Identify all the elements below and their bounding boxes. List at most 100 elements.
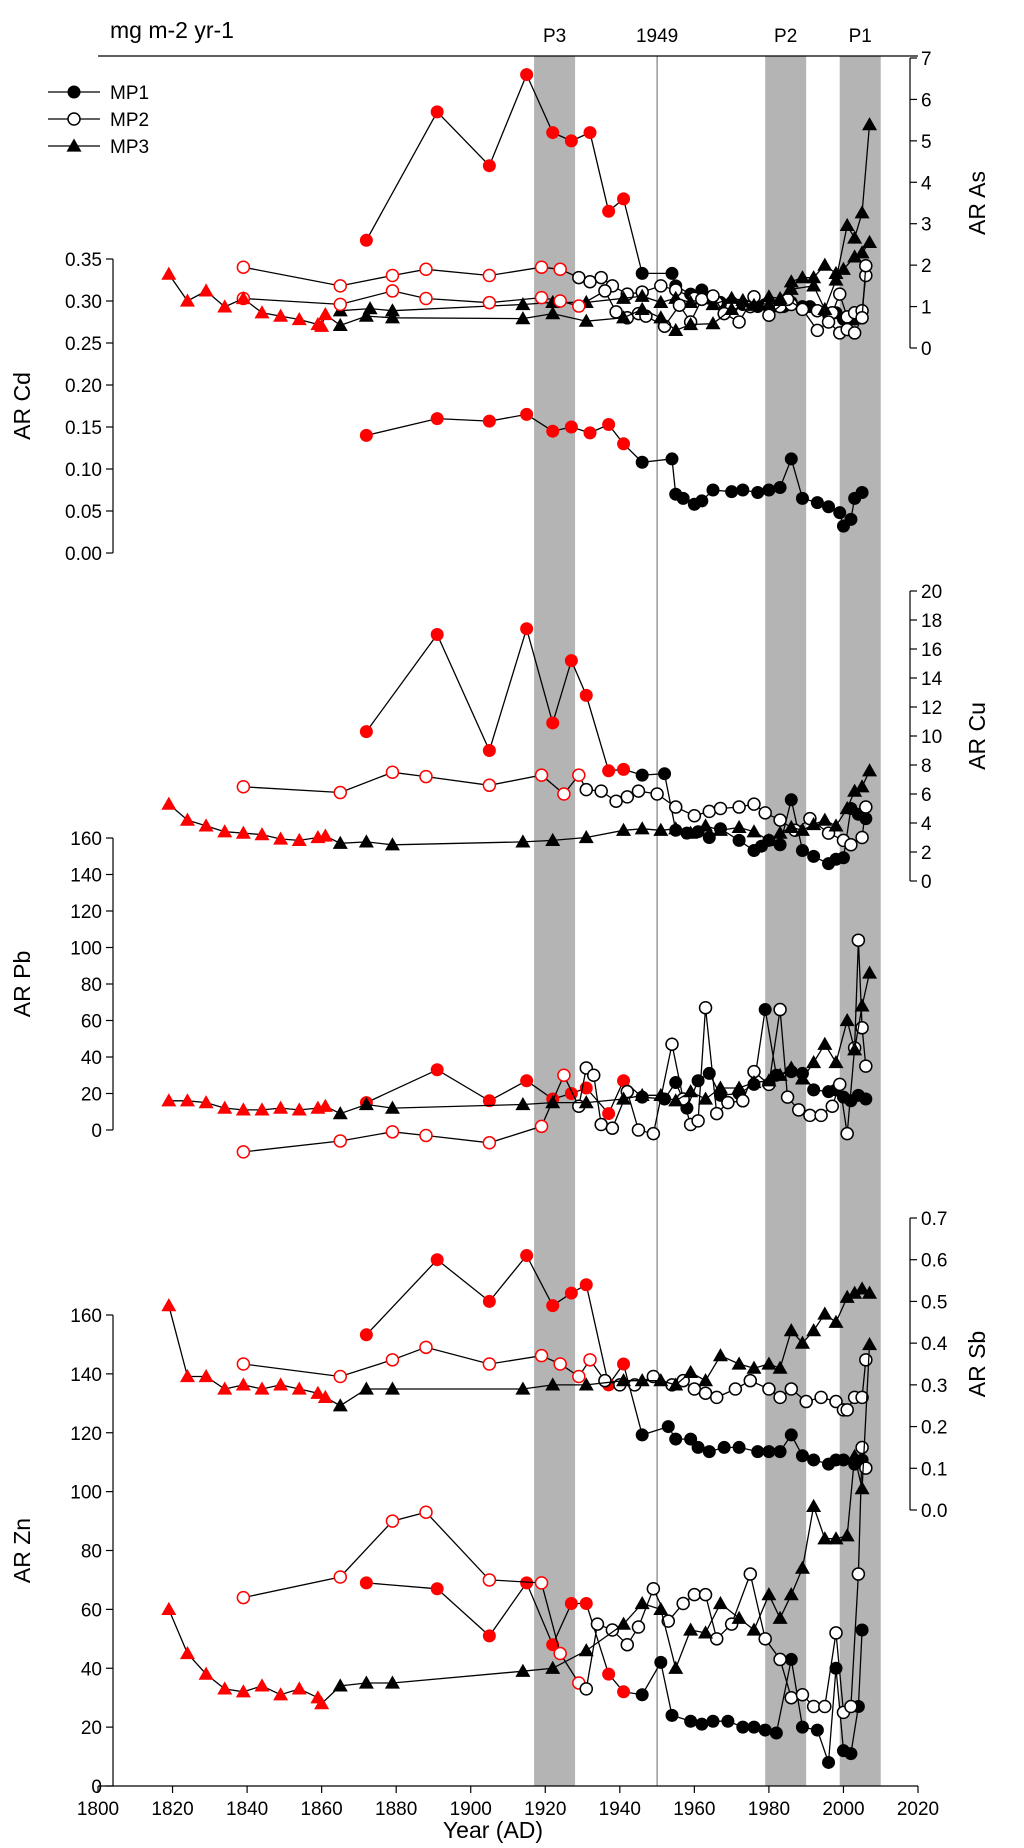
point-cu-mp3-25: [761, 832, 777, 847]
point-zn-mp1-9: [635, 1688, 649, 1702]
point-zn-mp3-4: [235, 1684, 251, 1698]
point-zn-mp2-25: [806, 1699, 821, 1714]
y-tick-label-zn-2: 40: [81, 1659, 102, 1680]
point-cu-mp3-24: [746, 824, 762, 838]
point-cu-mp1-16: [732, 833, 746, 847]
point-cd-mp1-15: [706, 483, 720, 497]
point-cd-mp3-28: [806, 278, 822, 292]
point-cd-mp3-34: [862, 117, 878, 131]
point-cd-mp2-19: [732, 315, 746, 329]
point-zn-mp3-9: [314, 1696, 330, 1710]
point-cd-mp2-28: [847, 326, 862, 340]
point-zn-mp3-16: [616, 1616, 632, 1630]
point-zn-mp2-30: [851, 1567, 866, 1581]
point-as-mp3-14: [735, 292, 751, 306]
point-cu-mp2-20: [758, 806, 772, 820]
point-pb-mp3-34: [854, 998, 870, 1012]
y-tick-label-pb-1: 20: [81, 1085, 102, 1106]
point-cu-mp3-15: [578, 830, 594, 844]
point-sb-mp1-11: [669, 1432, 683, 1446]
point-cu-mp2-0: [236, 780, 251, 794]
point-pb-mp1-8: [617, 1074, 631, 1088]
point-zn-mp3-20: [683, 1622, 699, 1636]
point-pb-mp2-27: [791, 1103, 806, 1117]
y-tick-label-zn-8: 160: [70, 1306, 102, 1327]
y-tick-label-as-6: 6: [921, 90, 932, 111]
y-tick-label-cu-1: 2: [921, 843, 932, 864]
point-as-mp3-19: [794, 270, 810, 284]
point-pb-mp2-28: [803, 1108, 817, 1123]
point-as-mp1-6: [583, 126, 597, 140]
point-pb-mp3-12: [384, 1100, 400, 1114]
point-zn-mp1-0: [359, 1576, 373, 1590]
point-cd-mp1-25: [833, 506, 847, 520]
point-cu-mp3-2: [198, 818, 214, 832]
point-pb-mp2-3: [419, 1128, 433, 1143]
y-tick-label-cu-9: 18: [921, 611, 942, 632]
point-cd-mp2-4: [482, 295, 497, 310]
point-cu-mp3-32: [839, 801, 855, 815]
y-tick-label-as-7: 7: [921, 49, 932, 70]
point-pb-mp2-14: [646, 1126, 661, 1141]
point-cu-mp2-10: [609, 794, 623, 808]
point-zn-mp3-5: [254, 1678, 270, 1692]
point-as-mp3-26: [862, 234, 878, 248]
point-zn-mp2-5: [534, 1576, 549, 1590]
point-sb-mp3-32: [839, 1289, 855, 1303]
shaded-period-p3: [534, 56, 576, 1786]
panel-axes: 1800 1820 1840 1860 1880 1900 1920 1940 1960 1980…: [9, 49, 990, 1820]
point-zn-mp2-17: [698, 1587, 713, 1602]
x-tick-label-1840: 1840: [226, 1799, 268, 1820]
point-cd-mp2-1: [333, 297, 348, 312]
point-sb-mp3-23: [731, 1356, 747, 1370]
x-tick-label-1940: 1940: [599, 1799, 641, 1820]
point-sb-mp3-15: [578, 1377, 594, 1391]
point-sb-mp3-6: [273, 1377, 289, 1391]
y-tick-label-as-0: 0: [921, 339, 932, 360]
point-pb-mp3-16: [616, 1091, 632, 1105]
point-cu-mp3-18: [653, 822, 669, 836]
point-as-mp2-5: [534, 260, 549, 274]
point-cu-mp1-21: [784, 793, 798, 807]
point-as-mp3-16: [761, 297, 777, 311]
y-tick-label-cu-8: 16: [921, 640, 942, 661]
point-zn-mp2-32: [859, 1461, 873, 1475]
point-cd-mp3-23: [724, 301, 740, 316]
point-cd-mp1-5: [564, 420, 578, 434]
point-cd-mp1-14: [695, 494, 709, 508]
point-cu-mp3-35: [862, 763, 878, 777]
point-sb-mp2-27: [840, 1403, 854, 1417]
point-as-mp2-2: [385, 268, 400, 283]
x-tick-label-2020: 2020: [897, 1799, 939, 1820]
point-cu-mp3-14: [545, 832, 561, 847]
point-cd-mp3-5: [254, 305, 270, 319]
point-sb-mp2-22: [784, 1382, 799, 1396]
point-pb-mp3-2: [198, 1095, 214, 1109]
point-as-mp2-7: [572, 270, 586, 285]
point-cd-mp3-17: [616, 310, 632, 324]
point-sb-mp2-19: [743, 1373, 758, 1388]
point-as-mp3-12: [705, 297, 721, 311]
point-pb-mp1-28: [859, 1092, 873, 1106]
y-tick-label-as-4: 4: [921, 173, 932, 194]
point-as-mp1-10: [665, 266, 679, 280]
shaded-period-p2: [765, 56, 807, 1786]
point-zn-mp1-4: [546, 1638, 560, 1652]
point-pb-mp3-7: [291, 1102, 307, 1116]
point-pb-mp1-1: [430, 1063, 444, 1077]
point-sb-mp2-30: [859, 1353, 873, 1367]
y-tick-label-zn-4: 80: [81, 1542, 102, 1563]
point-cu-mp1-29: [859, 812, 873, 826]
y-axis-title-cu: AR Cu: [964, 702, 990, 770]
point-pb-mp3-22: [712, 1080, 728, 1094]
point-zn-mp2-14: [661, 1614, 676, 1628]
point-cu-mp2-27: [855, 830, 869, 845]
point-cu-mp2-15: [687, 809, 702, 823]
point-zn-mp2-20: [743, 1567, 758, 1581]
period-label-p1: P1: [849, 26, 872, 47]
point-as-mp2-0: [236, 260, 251, 274]
point-pb-mp3-26: [772, 1067, 788, 1081]
y-tick-label-cd-0: 0.00: [65, 544, 102, 565]
point-cu-mp1-1: [430, 628, 444, 641]
point-cd-mp3-19: [653, 310, 669, 324]
